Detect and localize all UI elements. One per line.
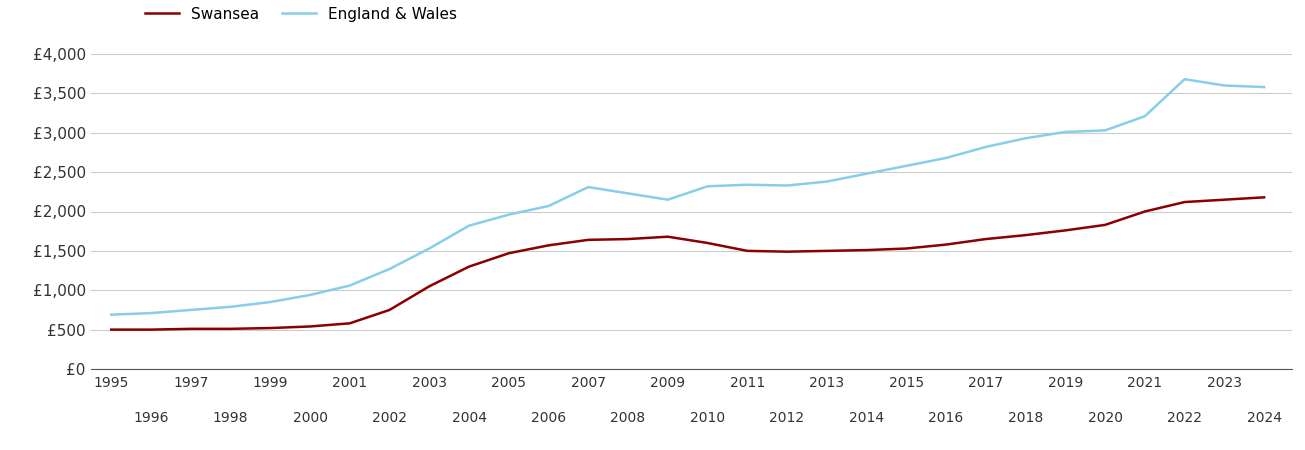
Text: 1996: 1996 — [133, 411, 168, 425]
Text: 2022: 2022 — [1167, 411, 1202, 425]
Text: 2006: 2006 — [531, 411, 566, 425]
Text: 2020: 2020 — [1087, 411, 1122, 425]
Text: 2012: 2012 — [770, 411, 805, 425]
Text: 1998: 1998 — [213, 411, 248, 425]
Text: 2018: 2018 — [1007, 411, 1043, 425]
Text: 2024: 2024 — [1246, 411, 1282, 425]
Text: 2002: 2002 — [372, 411, 407, 425]
Text: 2008: 2008 — [611, 411, 646, 425]
Text: 2010: 2010 — [690, 411, 726, 425]
Text: 2016: 2016 — [928, 411, 963, 425]
Text: 2000: 2000 — [292, 411, 328, 425]
Text: 2004: 2004 — [452, 411, 487, 425]
Text: 2014: 2014 — [850, 411, 883, 425]
Legend: Swansea, England & Wales: Swansea, England & Wales — [140, 0, 463, 27]
